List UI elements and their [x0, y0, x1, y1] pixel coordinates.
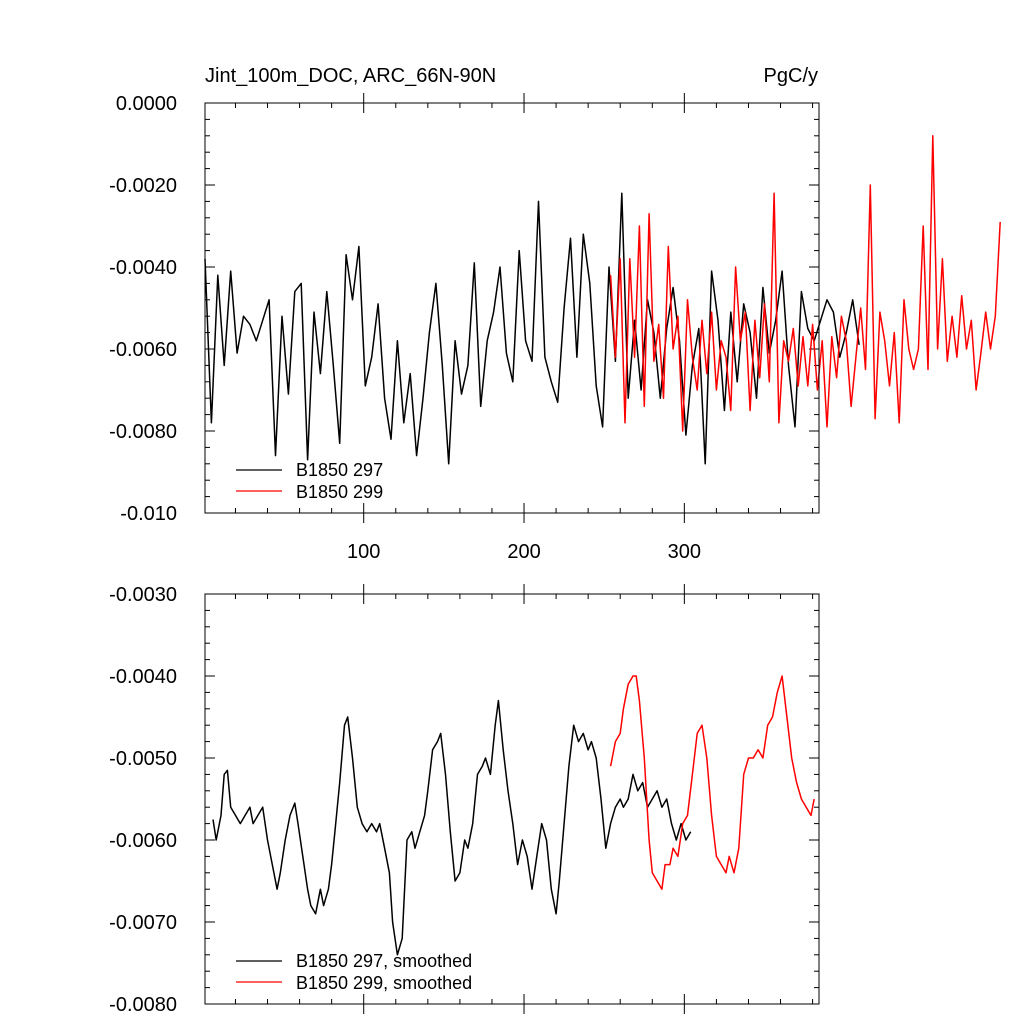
bottom-panel-frame — [204, 593, 820, 1005]
bottom-panel-ticks: -0.0030 -0.0040 -0.0050 -0.0060 -0.0070 -0.00… — [109, 584, 819, 1016]
y-tick-label: -0.0060 — [109, 339, 177, 361]
top-panel-title: Jint_100m_DOC, ARC_66N-90N — [205, 65, 496, 87]
y-tick-label: -0.0050 — [109, 748, 177, 770]
legend-label-b1850-299-smoothed: B1850 299, smoothed — [296, 973, 472, 993]
legend-label-b1850-299: B1850 299 — [296, 482, 383, 502]
top-panel: Jint_100m_DOC, ARC_66N-90N PgC/y 0.0000 -… — [109, 65, 1001, 563]
y-tick-label: 0.0000 — [116, 93, 177, 115]
bottom-panel-legend: B1850 297, smoothed B1850 299, smoothed — [236, 951, 472, 993]
top-panel-frame — [204, 102, 820, 514]
top-panel-legend: B1850 297 B1850 299 — [236, 460, 383, 502]
x-tick-label: 300 — [668, 541, 701, 563]
y-tick-label: -0.0060 — [109, 830, 177, 852]
y-tick-label: -0.0030 — [109, 584, 177, 606]
y-tick-label: -0.0070 — [109, 912, 177, 934]
top-panel-series — [204, 135, 1001, 465]
legend-label-b1850-297: B1850 297 — [296, 460, 383, 480]
y-tick-label: -0.0080 — [109, 421, 177, 443]
y-tick-label: -0.010 — [120, 503, 177, 525]
top-series-b1850-297 — [204, 192, 860, 465]
y-tick-label: -0.0080 — [109, 994, 177, 1016]
bottom-panel-series — [212, 675, 815, 956]
top-panel-units: PgC/y — [764, 65, 818, 87]
y-tick-label: -0.0040 — [109, 666, 177, 688]
x-tick-label: 100 — [347, 541, 380, 563]
x-tick-label: 200 — [507, 541, 540, 563]
top-panel-ticks: 0.0000 -0.0020 -0.0040 -0.0060 -0.0080 -0.010… — [109, 93, 819, 563]
legend-label-b1850-297-smoothed: B1850 297, smoothed — [296, 951, 472, 971]
bottom-panel: -0.0030 -0.0040 -0.0050 -0.0060 -0.0070 -0.00… — [109, 584, 820, 1016]
top-series-b1850-299 — [609, 135, 1001, 432]
bottom-series-b1850-297-smoothed — [212, 699, 692, 956]
bottom-series-b1850-299-smoothed — [609, 675, 815, 890]
y-tick-label: -0.0040 — [109, 257, 177, 279]
y-tick-label: -0.0020 — [109, 175, 177, 197]
